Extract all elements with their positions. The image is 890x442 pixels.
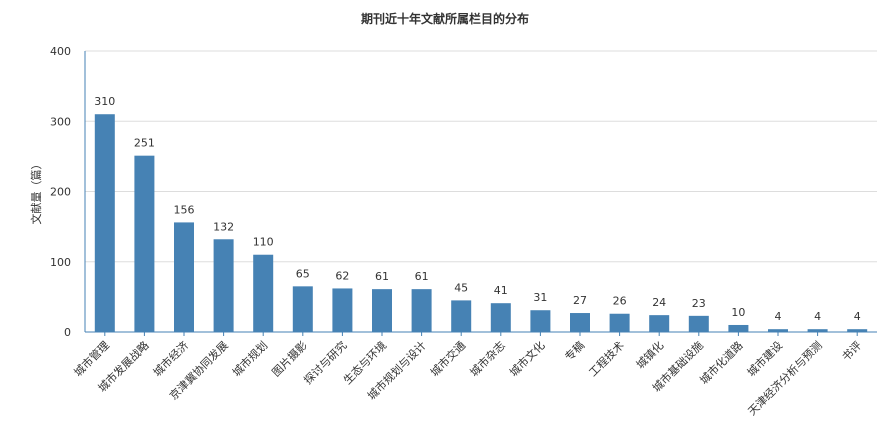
bar-value-label: 4 [854,310,861,323]
bar [847,329,868,332]
bar [372,289,392,332]
x-category-label: 城镇化 [633,338,666,371]
bar [570,313,590,332]
bar-value-label: 4 [775,310,782,323]
bar [451,300,472,332]
bar [807,329,828,332]
x-category-label: 城市建设 [744,338,785,379]
bar [332,288,353,332]
x-category-label: 天津经济分析与预测 [745,338,825,418]
bar-value-label: 4 [814,310,821,323]
bar [688,315,709,332]
y-tick-label: 100 [50,256,71,269]
x-category-label: 城市杂志 [467,338,508,379]
bar [649,315,670,332]
bar-value-label: 24 [652,296,666,309]
bar-value-label: 10 [731,306,745,319]
bar [609,313,630,332]
bar-value-label: 23 [692,297,706,310]
y-tick-label: 300 [50,115,71,128]
bar-value-label: 110 [253,236,274,249]
y-tick-label: 400 [50,45,71,58]
bar-value-label: 31 [533,291,547,304]
bar-value-label: 45 [454,281,468,294]
bar-value-label: 62 [335,269,349,282]
bar-value-label: 65 [296,267,310,280]
bar-value-label: 251 [134,137,155,150]
y-tick-label: 0 [64,326,71,339]
bar [490,303,511,332]
bar-value-label: 61 [375,270,389,283]
x-category-label: 城市交通 [427,338,468,379]
bar [768,329,788,332]
bar [411,289,432,332]
x-category-label: 工程技术 [586,339,626,379]
x-category-label: 城市规划 [229,338,270,379]
x-category-label: 书评 [840,339,865,364]
y-tick-label: 200 [50,186,71,199]
chart-title: 期刊近十年文献所属栏目的分布 [360,12,529,26]
y-axis-title: 文献量（篇） [29,159,43,225]
bar [174,222,194,332]
bar-value-label: 26 [613,295,627,308]
bar-value-label: 41 [494,284,508,297]
bar [253,254,274,332]
bar-value-label: 27 [573,294,587,307]
x-category-label: 城市化道路 [697,338,746,387]
bar-value-label: 310 [94,95,115,108]
x-category-label: 城市文化 [507,338,548,379]
bar-value-label: 61 [415,270,429,283]
x-category-label: 专稿 [562,338,587,363]
bar [213,239,234,332]
x-category-label: 图片摄影 [269,338,310,379]
bar-value-label: 132 [213,220,234,233]
bar [530,310,551,332]
x-category-label: 城市管理 [71,338,112,379]
x-category-label: 城市经济 [150,338,191,379]
bar-value-label: 156 [174,203,195,216]
bar [728,324,749,332]
bar [94,114,115,332]
bar [134,155,155,332]
bar [292,286,313,332]
